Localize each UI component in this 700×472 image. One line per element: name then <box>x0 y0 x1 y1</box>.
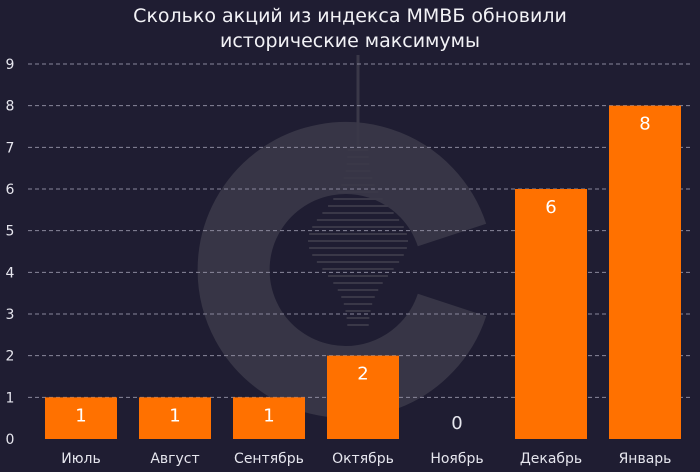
data-label: 1 <box>263 405 274 426</box>
bar <box>233 397 305 439</box>
y-tick-label: 2 <box>6 349 15 365</box>
data-label: 8 <box>639 114 650 135</box>
x-tick-label: Октябрь <box>332 451 394 467</box>
x-tick-label: Январь <box>619 451 672 467</box>
y-tick-label: 9 <box>6 57 15 73</box>
y-tick-label: 1 <box>6 390 15 406</box>
y-tick-label: 7 <box>6 140 15 156</box>
x-tick-label: Август <box>150 451 199 467</box>
y-tick-label: 0 <box>6 432 15 448</box>
bar <box>609 105 681 440</box>
bar <box>45 397 117 439</box>
x-axis: Июль Август Сентябрь Октябрь Ноябрь Декабрь Ян… <box>61 451 671 467</box>
x-tick-label: Декабрь <box>520 451 582 467</box>
bar <box>327 355 399 439</box>
bar <box>515 189 587 439</box>
y-tick-label: 8 <box>6 99 15 115</box>
y-tick-label: 6 <box>6 182 15 198</box>
chart-title-line-1: Сколько акций из индекса ММВБ обновили <box>133 5 567 27</box>
data-label: 0 <box>451 413 462 434</box>
data-label: 2 <box>357 364 368 385</box>
data-label: 6 <box>545 197 556 218</box>
chart-title-line-2: исторические максимумы <box>220 30 480 52</box>
x-tick-label: Сентябрь <box>234 451 304 467</box>
bar <box>139 397 211 439</box>
c-logo-watermark-icon <box>197 55 487 418</box>
y-tick-label: 4 <box>6 265 15 281</box>
chart-title: Сколько акций из индекса ММВБ обновили и… <box>0 4 700 54</box>
y-tick-label: 5 <box>6 224 15 240</box>
bars: 1 1 1 2 0 6 8 <box>45 105 681 440</box>
data-label: 1 <box>75 405 86 426</box>
x-tick-label: Ноябрь <box>430 451 483 467</box>
y-axis: 0 1 2 3 4 5 6 7 8 9 <box>6 57 15 448</box>
y-tick-label: 3 <box>6 307 15 323</box>
x-tick-label: Июль <box>61 451 100 467</box>
data-label: 1 <box>169 405 180 426</box>
